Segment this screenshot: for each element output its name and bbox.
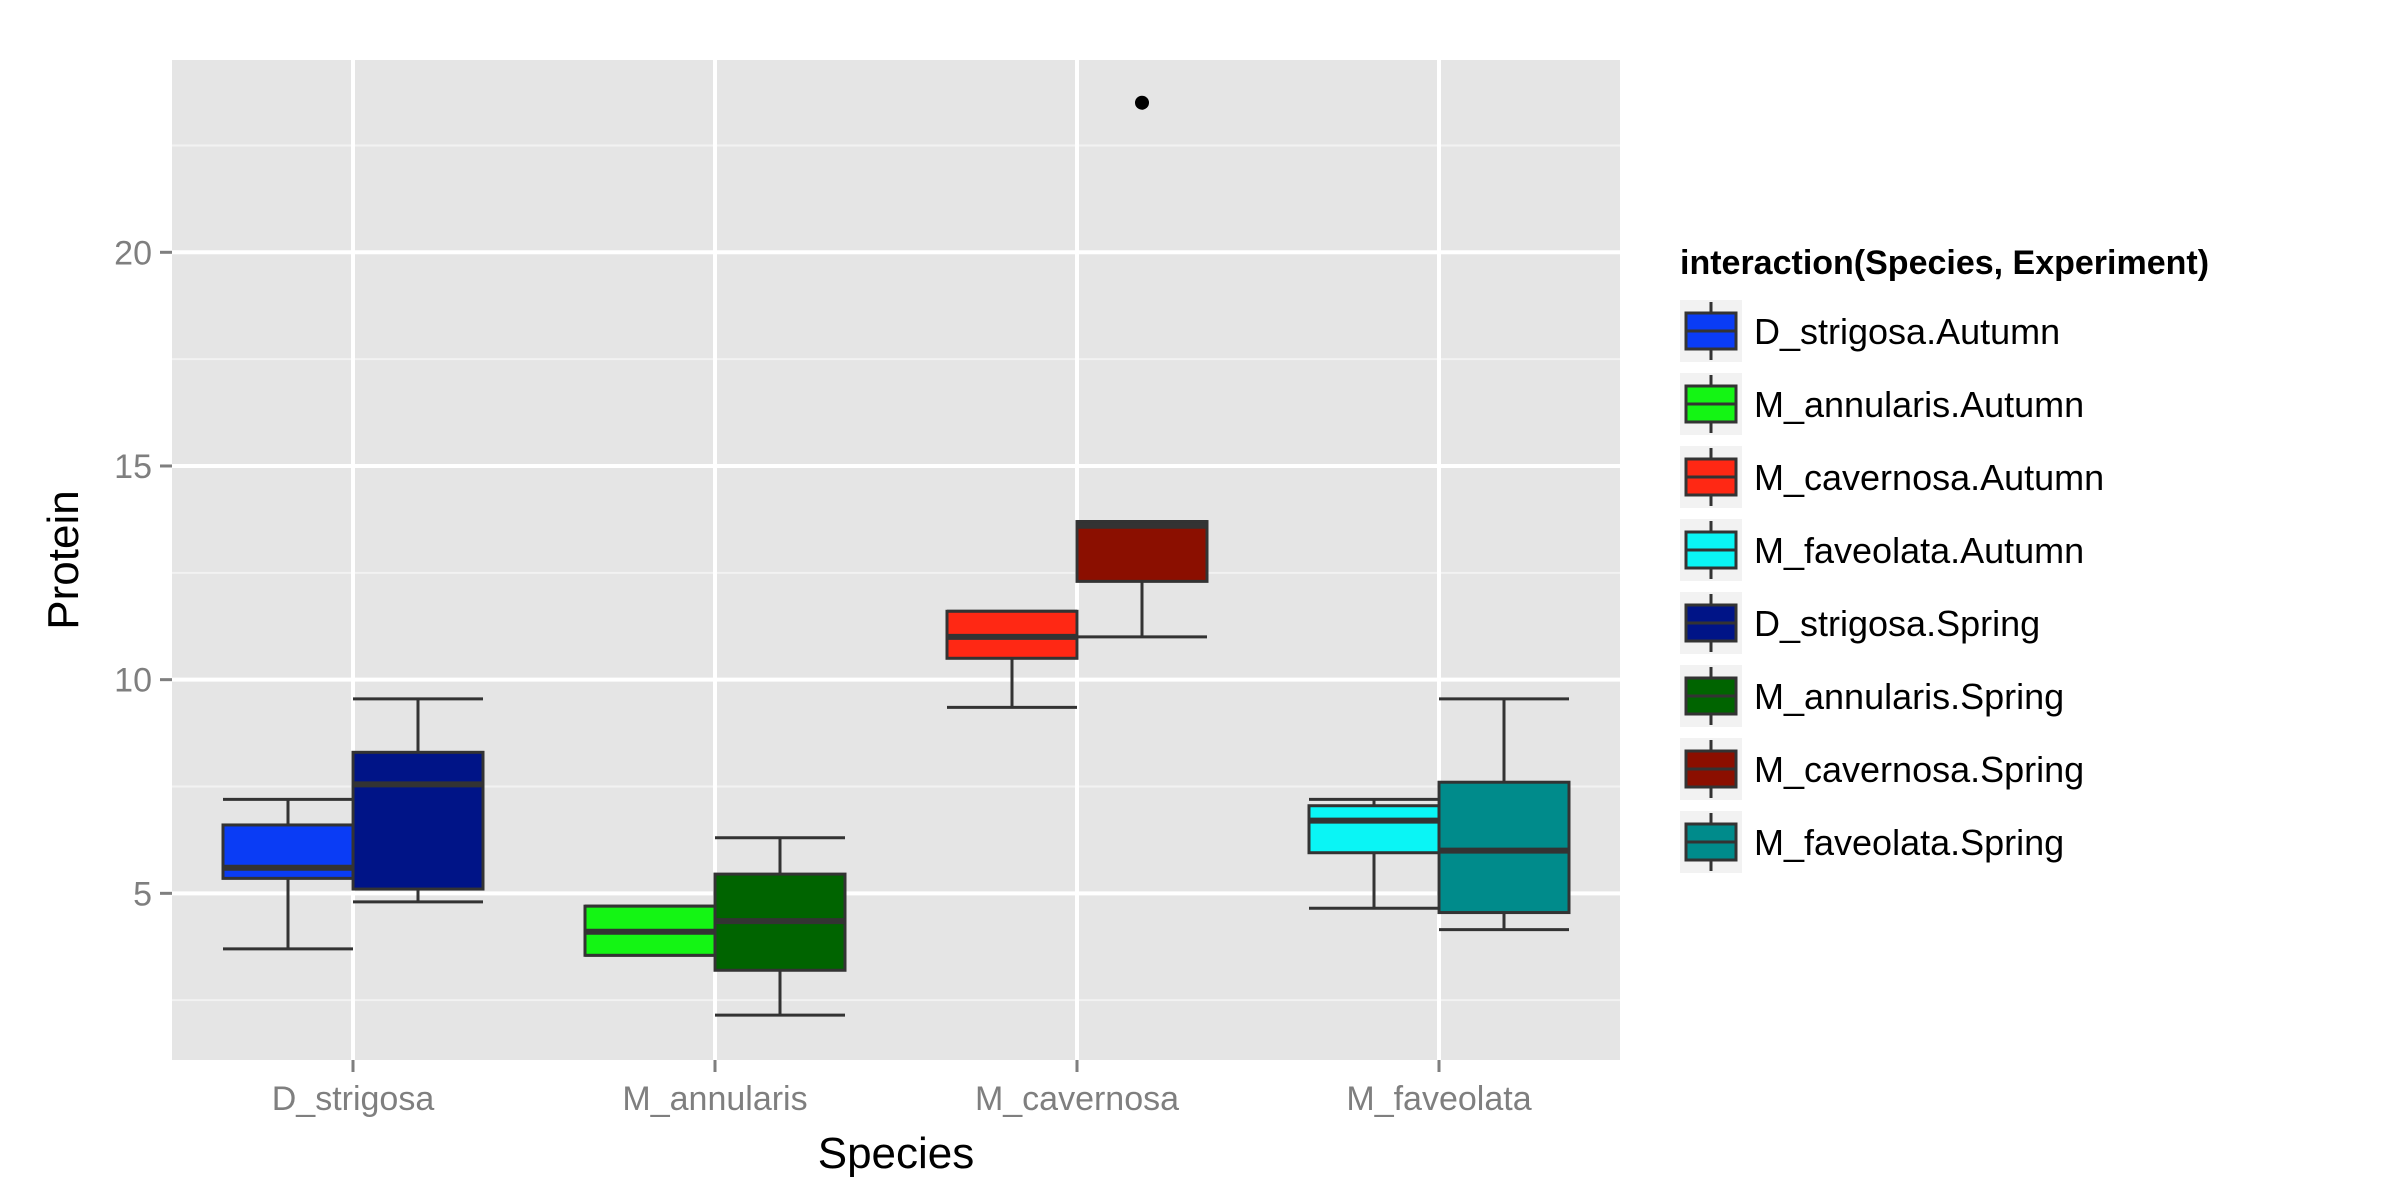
legend-item-d-strigosa-autumn: D_strigosa.Autumn: [1680, 300, 2060, 362]
box-m-faveolata-spring: [1437, 697, 1571, 932]
y-axis-title: Protein: [39, 490, 88, 629]
plot-panel: [172, 60, 1620, 1060]
x-tick-label: M_cavernosa: [975, 1080, 1179, 1118]
x-tick-label: M_faveolata: [1346, 1080, 1531, 1118]
box-m-faveolata-autumn: [1307, 797, 1441, 910]
box-body: [1437, 780, 1571, 915]
legend-item-m-cavernosa-autumn: M_cavernosa.Autumn: [1680, 446, 2104, 508]
legend-title: interaction(Species, Experiment): [1680, 244, 2209, 282]
legend-item-m-annularis-autumn: M_annularis.Autumn: [1680, 373, 2084, 435]
box-m-annularis-autumn: [583, 904, 717, 957]
legend-label: M_annularis.Spring: [1754, 676, 2064, 717]
legend-item-d-strigosa-spring: D_strigosa.Spring: [1680, 592, 2040, 654]
box-d-strigosa-spring: [351, 697, 485, 904]
legend-label: M_cavernosa.Spring: [1754, 749, 2084, 790]
y-tick-label: 10: [114, 662, 152, 700]
outlier-point: [1135, 95, 1149, 110]
box-m-cavernosa-autumn: [945, 609, 1079, 709]
y-tick-label: 5: [133, 875, 152, 913]
legend-item-m-cavernosa-spring: M_cavernosa.Spring: [1680, 738, 2084, 800]
box-body: [351, 750, 485, 891]
legend-item-m-faveolata-spring: M_faveolata.Spring: [1680, 811, 2064, 873]
legend-label: M_faveolata.Spring: [1754, 822, 2064, 863]
x-tick-label: D_strigosa: [272, 1080, 435, 1118]
box-m-annularis-spring: [713, 836, 847, 1017]
y-tick-label: 20: [114, 234, 152, 272]
box-body: [1075, 520, 1209, 583]
legend-label: M_faveolata.Autumn: [1754, 530, 2084, 571]
legend-label: D_strigosa.Spring: [1754, 603, 2040, 644]
legend-item-m-annularis-spring: M_annularis.Spring: [1680, 665, 2064, 727]
boxplot-series: [221, 95, 1571, 1017]
legend: interaction(Species, Experiment) D_strig…: [1680, 244, 2209, 873]
x-tick-label: M_annularis: [622, 1080, 807, 1118]
legend-label: M_cavernosa.Autumn: [1754, 457, 2104, 498]
y-tick-label: 15: [114, 448, 152, 486]
box-m-cavernosa-spring: [1075, 95, 1209, 639]
box-body: [1307, 804, 1441, 855]
box-d-strigosa-autumn: [221, 797, 355, 951]
axes: 5 10 15 20 D_strigosa M_annularis M_cavernosa M…: [114, 234, 1532, 1118]
legend-label: M_annularis.Autumn: [1754, 384, 2084, 425]
x-axis-title: Species: [818, 1129, 975, 1178]
legend-label: D_strigosa.Autumn: [1754, 311, 2060, 352]
legend-item-m-faveolata-autumn: M_faveolata.Autumn: [1680, 519, 2084, 581]
